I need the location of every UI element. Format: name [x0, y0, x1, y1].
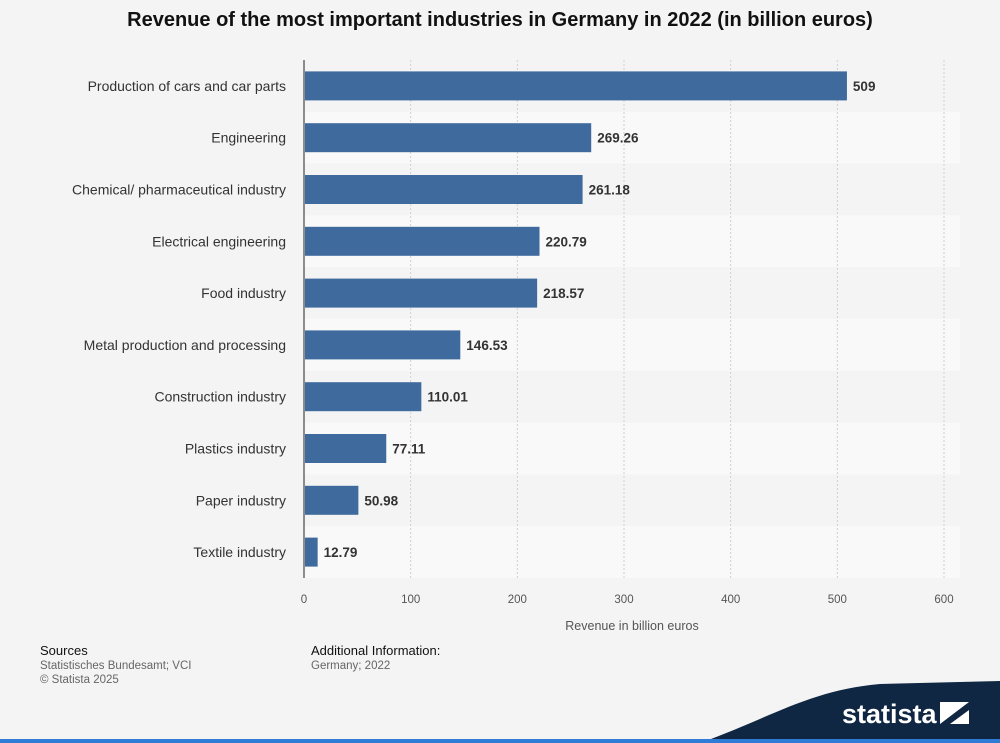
sources-title: Sources — [40, 643, 88, 658]
category-label: Paper industry — [196, 492, 286, 508]
bar — [305, 278, 538, 308]
category-label: Food industry — [201, 285, 286, 301]
bar — [305, 382, 422, 412]
bar-value-label: 220.79 — [546, 234, 587, 249]
bar-value-label: 146.53 — [466, 338, 508, 353]
x-tick-label: 0 — [301, 594, 307, 606]
category-label: Plastics industry — [185, 441, 286, 457]
bar — [305, 330, 461, 360]
bar-value-label: 218.57 — [543, 286, 584, 301]
row-band — [304, 526, 960, 578]
bar-value-label: 261.18 — [589, 183, 631, 198]
category-label: Construction industry — [154, 389, 286, 405]
bar-value-label: 77.11 — [392, 442, 426, 457]
chart-title: Revenue of the most important industries… — [127, 9, 873, 31]
bar — [305, 71, 847, 101]
bar — [305, 123, 592, 153]
bar-value-label: 50.98 — [364, 493, 398, 508]
category-label: Metal production and processing — [84, 337, 286, 353]
x-tick-label: 500 — [828, 594, 847, 606]
row-band — [304, 422, 960, 475]
x-tick-label: 200 — [508, 594, 527, 606]
category-label: Production of cars and car parts — [88, 78, 286, 94]
bar-value-label: 269.26 — [597, 131, 639, 146]
copyright-line[interactable]: © Statista 2025 — [40, 674, 119, 686]
x-axis-title: Revenue in billion euros — [565, 619, 698, 633]
bar-value-label: 110.01 — [427, 390, 468, 405]
additional-info-line: Germany; 2022 — [311, 660, 391, 672]
row-band — [304, 474, 960, 527]
bar — [305, 434, 387, 463]
additional-info-title: Additional Information: — [311, 643, 441, 658]
bar — [305, 485, 359, 515]
bar — [305, 226, 540, 256]
x-tick-label: 100 — [401, 594, 420, 606]
category-label: Chemical/ pharmaceutical industry — [72, 182, 286, 198]
bar — [305, 175, 583, 204]
bar-value-label: 509 — [853, 79, 876, 94]
x-tick-label: 300 — [614, 594, 633, 606]
sources-block: Sources Statistisches Bundesamt; VCI © S… — [40, 643, 191, 686]
x-tick-label: 400 — [721, 594, 740, 606]
sources-line: Statistisches Bundesamt; VCI — [40, 660, 192, 672]
bar-value-label: 12.79 — [324, 545, 358, 560]
category-label: Engineering — [211, 130, 286, 146]
bar — [305, 537, 318, 567]
category-label: Electrical engineering — [152, 233, 286, 249]
x-tick-label: 600 — [934, 594, 953, 606]
category-label: Textile industry — [193, 544, 286, 560]
additional-info-block: Additional Information: Germany; 2022 — [311, 643, 440, 672]
